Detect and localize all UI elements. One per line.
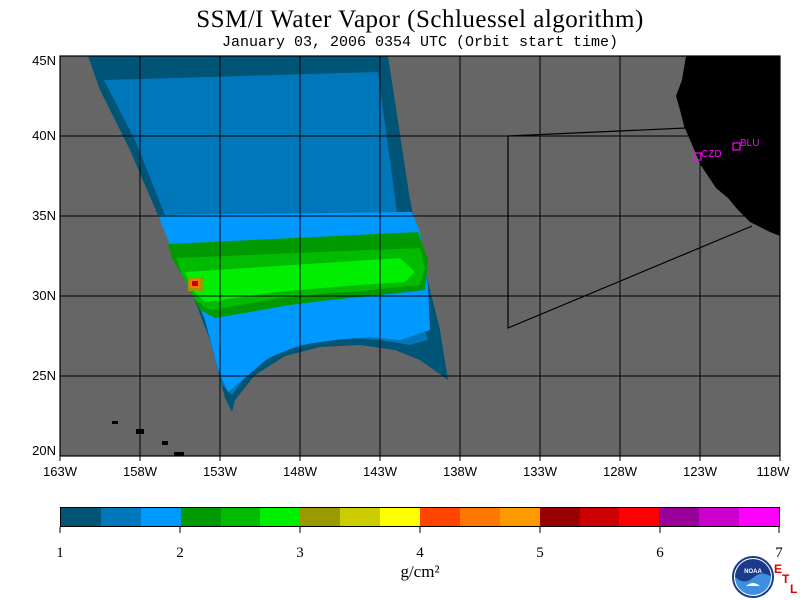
noaa-logo: NOAA bbox=[732, 556, 774, 598]
colorbar-tick-5: 5 bbox=[536, 545, 544, 561]
colorbar-swatch-12 bbox=[499, 508, 540, 526]
map-subtitle: January 03, 2006 0354 UTC (Orbit start t… bbox=[221, 34, 619, 51]
lon-label-128w: 128W bbox=[603, 464, 637, 479]
colorbar-tick-1: 1 bbox=[56, 545, 64, 561]
lat-label-30n: 30N bbox=[32, 288, 56, 303]
station-czd-label: CZD bbox=[701, 149, 722, 160]
colorbar-tick-6: 6 bbox=[656, 545, 664, 561]
colorbar-swatch-15 bbox=[619, 508, 660, 526]
island-hawaii bbox=[174, 452, 184, 456]
etl-letter-t: T bbox=[782, 572, 790, 586]
lat-label-20n: 20N bbox=[32, 443, 56, 458]
lon-label-118w: 118W bbox=[756, 464, 790, 479]
colorbar bbox=[60, 507, 780, 527]
lat-lon-grid bbox=[60, 56, 780, 456]
svg-text:NOAA: NOAA bbox=[744, 569, 762, 575]
colorbar-tick-7: 7 bbox=[775, 545, 783, 561]
colorbar-swatch-17 bbox=[699, 508, 740, 526]
colorbar-swatch-8 bbox=[340, 508, 381, 526]
lat-label-25n: 25N bbox=[32, 368, 56, 383]
lon-label-143w: 143W bbox=[363, 464, 397, 479]
station-blu-marker bbox=[732, 142, 741, 151]
colorbar-swatch-1 bbox=[61, 508, 101, 526]
lon-label-148w: 148W bbox=[283, 464, 317, 479]
lon-label-123w: 123W bbox=[683, 464, 717, 479]
colorbar-swatch-10 bbox=[420, 508, 460, 526]
land-california bbox=[676, 56, 780, 236]
colorbar-swatch-18 bbox=[739, 508, 780, 526]
lat-label-35n: 35N bbox=[32, 208, 56, 223]
analysis-region-top-edge bbox=[507, 127, 687, 137]
island-kauai bbox=[112, 421, 118, 424]
analysis-region-outline bbox=[507, 136, 753, 329]
colorbar-swatch-11 bbox=[459, 508, 500, 526]
colorbar-swatch-14 bbox=[579, 508, 620, 526]
colorbar-tick-4: 4 bbox=[416, 545, 424, 561]
lat-label-45n: 45N bbox=[32, 53, 56, 68]
axis-ticks bbox=[59, 456, 781, 461]
colorbar-swatch-9 bbox=[380, 508, 421, 526]
colorbar-swatch-2 bbox=[100, 508, 141, 526]
colorbar-swatch-6 bbox=[260, 508, 301, 526]
colorbar-tick-2: 2 bbox=[176, 545, 184, 561]
lon-label-158w: 158W bbox=[123, 464, 157, 479]
colorbar-swatch-16 bbox=[659, 508, 700, 526]
station-czd-marker bbox=[693, 152, 702, 161]
swath-peak-red bbox=[192, 281, 198, 286]
colorbar-unit: g/cm² bbox=[400, 562, 440, 581]
lon-label-133w: 133W bbox=[523, 464, 557, 479]
station-blu-label: BLU bbox=[740, 138, 759, 149]
colorbar-tick-3: 3 bbox=[296, 545, 304, 561]
station-markers: CZD BLU bbox=[693, 138, 759, 161]
etl-letter-l: L bbox=[790, 582, 798, 596]
colorbar-swatch-5 bbox=[220, 508, 261, 526]
island-maui bbox=[162, 441, 168, 445]
colorbar-swatch-3 bbox=[140, 508, 181, 526]
colorbar-swatch-13 bbox=[539, 508, 580, 526]
map-frame bbox=[59, 55, 781, 457]
colorbar-swatch-4 bbox=[180, 508, 221, 526]
lon-label-138w: 138W bbox=[443, 464, 477, 479]
lon-label-163w: 163W bbox=[43, 464, 77, 479]
map-title: SSM/I Water Vapor (Schluessel algorithm) bbox=[196, 6, 644, 33]
colorbar-swatch-7 bbox=[300, 508, 341, 526]
lat-label-40n: 40N bbox=[32, 128, 56, 143]
etl-letter-e: E bbox=[774, 562, 783, 576]
lon-label-153w: 153W bbox=[203, 464, 237, 479]
